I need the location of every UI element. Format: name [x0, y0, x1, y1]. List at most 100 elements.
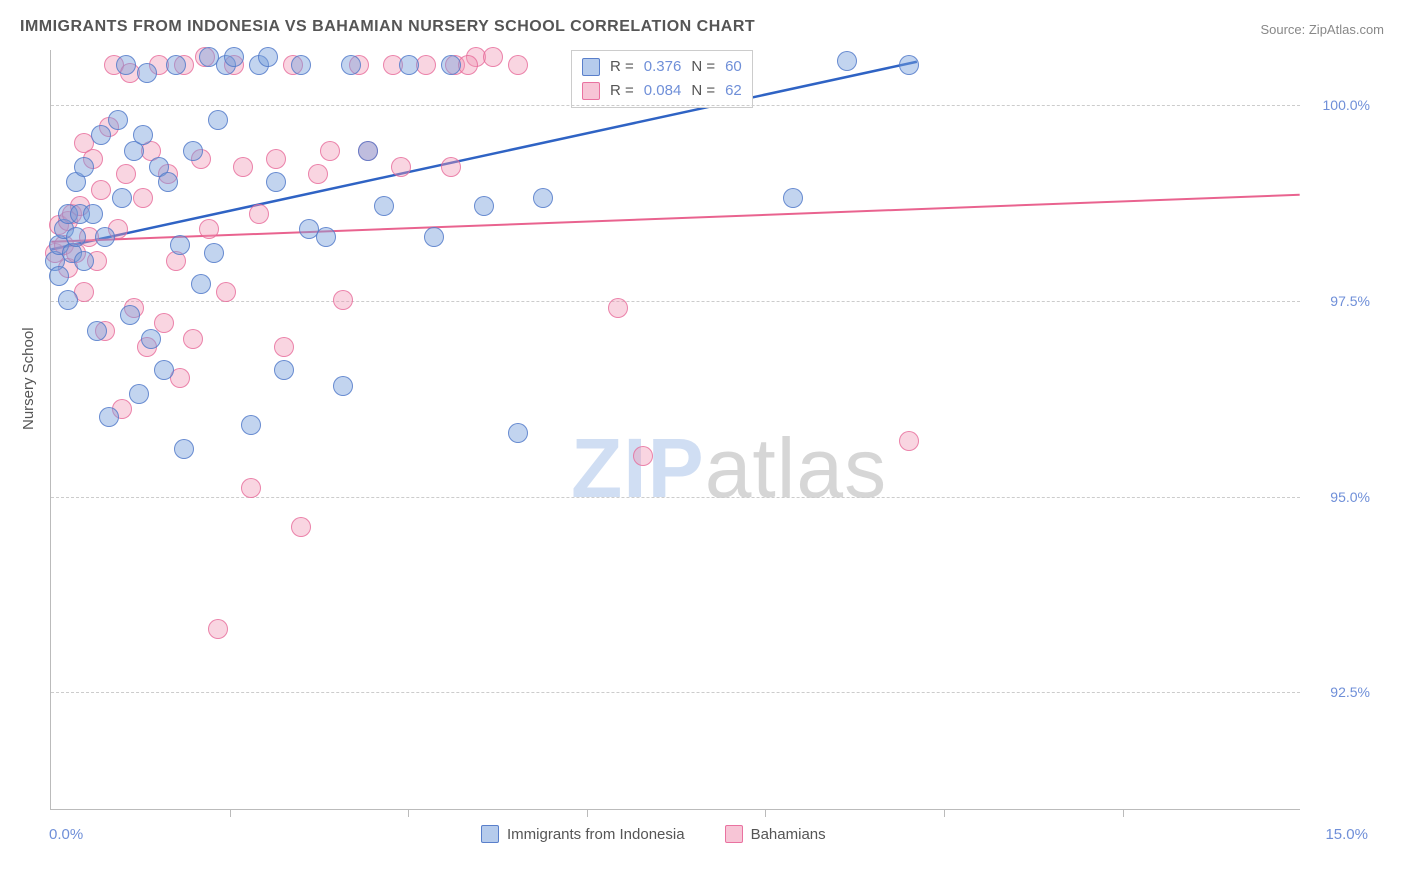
- scatter-point-blue: [166, 55, 186, 75]
- scatter-point-pink: [608, 298, 628, 318]
- swatch-pink-icon: [582, 82, 600, 100]
- x-axis-min-label: 0.0%: [49, 826, 83, 843]
- scatter-point-pink: [133, 188, 153, 208]
- bottom-legend: Immigrants from Indonesia Bahamians: [481, 825, 826, 843]
- scatter-point-pink: [291, 517, 311, 537]
- r-value-blue: 0.376: [644, 55, 682, 79]
- stats-row-blue: R = 0.376 N = 60: [582, 55, 742, 79]
- scatter-point-blue: [95, 227, 115, 247]
- scatter-point-blue: [258, 47, 278, 67]
- n-value-blue: 60: [725, 55, 742, 79]
- n-label: N =: [691, 79, 715, 103]
- stats-box: R = 0.376 N = 60 R = 0.084 N = 62: [571, 50, 753, 108]
- trend-line-pink: [51, 195, 1299, 242]
- scatter-point-blue: [87, 321, 107, 341]
- gridline: [51, 497, 1300, 498]
- scatter-point-blue: [158, 172, 178, 192]
- trend-line-blue: [51, 62, 917, 250]
- scatter-point-blue: [112, 188, 132, 208]
- scatter-point-blue: [83, 204, 103, 224]
- watermark: ZIPatlas: [571, 420, 887, 517]
- swatch-blue-icon: [582, 58, 600, 76]
- scatter-point-pink: [208, 619, 228, 639]
- scatter-point-pink: [333, 290, 353, 310]
- scatter-point-blue: [137, 63, 157, 83]
- scatter-point-blue: [274, 360, 294, 380]
- scatter-point-pink: [899, 431, 919, 451]
- scatter-point-pink: [91, 180, 111, 200]
- x-tick: [944, 809, 945, 817]
- stats-row-pink: R = 0.084 N = 62: [582, 79, 742, 103]
- scatter-point-blue: [99, 407, 119, 427]
- x-tick: [408, 809, 409, 817]
- scatter-point-blue: [341, 55, 361, 75]
- scatter-point-pink: [233, 157, 253, 177]
- x-tick: [230, 809, 231, 817]
- scatter-point-blue: [316, 227, 336, 247]
- scatter-point-blue: [204, 243, 224, 263]
- x-tick: [1123, 809, 1124, 817]
- scatter-point-pink: [508, 55, 528, 75]
- x-axis-max-label: 15.0%: [1325, 826, 1368, 843]
- scatter-point-blue: [66, 227, 86, 247]
- legend-label-blue: Immigrants from Indonesia: [507, 826, 685, 843]
- source-attribution: Source: ZipAtlas.com: [1260, 22, 1384, 37]
- y-tick-label: 95.0%: [1330, 489, 1370, 505]
- scatter-point-blue: [58, 290, 78, 310]
- scatter-point-pink: [116, 164, 136, 184]
- gridline: [51, 301, 1300, 302]
- legend-item-pink: Bahamians: [725, 825, 826, 843]
- y-axis-label: Nursery School: [20, 327, 37, 430]
- scatter-point-blue: [241, 415, 261, 435]
- scatter-point-blue: [116, 55, 136, 75]
- scatter-point-blue: [49, 266, 69, 286]
- scatter-point-pink: [320, 141, 340, 161]
- scatter-point-pink: [249, 204, 269, 224]
- scatter-point-blue: [508, 423, 528, 443]
- watermark-atlas: atlas: [705, 421, 887, 515]
- gridline: [51, 692, 1300, 693]
- n-value-pink: 62: [725, 79, 742, 103]
- scatter-point-pink: [633, 446, 653, 466]
- watermark-zip: ZIP: [571, 421, 705, 515]
- legend-swatch-pink-icon: [725, 825, 743, 843]
- scatter-point-pink: [308, 164, 328, 184]
- legend-item-blue: Immigrants from Indonesia: [481, 825, 685, 843]
- gridline: [51, 105, 1300, 106]
- legend-swatch-blue-icon: [481, 825, 499, 843]
- scatter-point-pink: [441, 157, 461, 177]
- scatter-point-blue: [333, 376, 353, 396]
- scatter-point-blue: [441, 55, 461, 75]
- scatter-point-pink: [266, 149, 286, 169]
- scatter-point-blue: [108, 110, 128, 130]
- scatter-point-blue: [170, 235, 190, 255]
- scatter-point-pink: [183, 329, 203, 349]
- scatter-point-blue: [474, 196, 494, 216]
- scatter-point-pink: [199, 219, 219, 239]
- r-value-pink: 0.084: [644, 79, 682, 103]
- scatter-point-pink: [483, 47, 503, 67]
- scatter-point-blue: [424, 227, 444, 247]
- scatter-point-blue: [374, 196, 394, 216]
- r-label: R =: [610, 55, 634, 79]
- scatter-point-blue: [358, 141, 378, 161]
- scatter-point-blue: [183, 141, 203, 161]
- n-label: N =: [691, 55, 715, 79]
- scatter-point-blue: [783, 188, 803, 208]
- scatter-point-blue: [533, 188, 553, 208]
- scatter-point-pink: [274, 337, 294, 357]
- scatter-point-blue: [154, 360, 174, 380]
- y-tick-label: 100.0%: [1323, 97, 1370, 113]
- scatter-point-blue: [291, 55, 311, 75]
- y-tick-label: 97.5%: [1330, 293, 1370, 309]
- scatter-point-pink: [216, 282, 236, 302]
- scatter-point-blue: [899, 55, 919, 75]
- y-tick-label: 92.5%: [1330, 684, 1370, 700]
- scatter-point-blue: [141, 329, 161, 349]
- scatter-point-blue: [74, 251, 94, 271]
- x-tick: [765, 809, 766, 817]
- scatter-point-blue: [91, 125, 111, 145]
- scatter-point-blue: [399, 55, 419, 75]
- scatter-point-blue: [174, 439, 194, 459]
- chart-title: IMMIGRANTS FROM INDONESIA VS BAHAMIAN NU…: [20, 18, 755, 36]
